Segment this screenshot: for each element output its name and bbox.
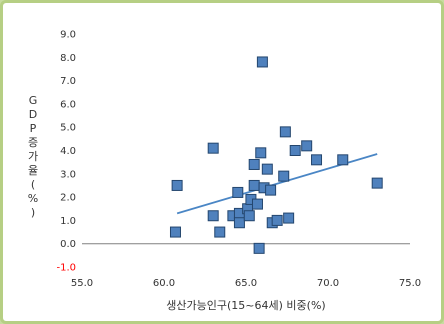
- x-axis-ticks: 55.0 60.0 65.0 70.0 75.0: [71, 278, 421, 289]
- data-point: [248, 158, 260, 170]
- data-point: [265, 184, 277, 196]
- data-point: [283, 212, 295, 224]
- data-point: [256, 56, 268, 68]
- x-axis-title: 생산가능인구(15~64세) 비중(%): [166, 299, 325, 312]
- x-tick-label: 65.0: [235, 278, 257, 289]
- data-point: [233, 217, 245, 229]
- data-point: [214, 226, 226, 238]
- data-point: [278, 170, 290, 182]
- y-tick-label: 2.0: [60, 193, 76, 204]
- data-point: [289, 145, 301, 156]
- data-point: [337, 154, 349, 166]
- data-point: [371, 177, 383, 189]
- y-axis-title-char: (: [31, 178, 35, 191]
- y-tick-label: 8.0: [60, 53, 76, 64]
- y-axis-title-char: P: [30, 122, 37, 135]
- data-point: [251, 198, 263, 210]
- data-point: [243, 210, 255, 222]
- y-tick-label: 9.0: [60, 30, 76, 41]
- y-axis-title-char: G: [29, 94, 38, 107]
- x-tick-label: 75.0: [399, 278, 421, 289]
- x-tick-label: 70.0: [317, 278, 339, 289]
- data-point: [169, 226, 181, 238]
- data-point: [311, 154, 323, 166]
- data-point: [207, 142, 219, 154]
- data-point: [232, 186, 244, 198]
- data-point: [271, 214, 283, 226]
- y-axis-ticks: -1.0 0.0 1.0 2.0 3.0 4.0 5.0 6.0 7.0 8.0 9.0: [56, 30, 76, 274]
- x-tick-label: 55.0: [71, 278, 93, 289]
- x-tick-label: 60.0: [153, 278, 175, 289]
- y-axis-title-char: 증: [28, 136, 38, 149]
- y-axis-title-char: %: [28, 192, 38, 205]
- y-tick-label: 0.0: [60, 239, 76, 250]
- y-tick-label: 3.0: [60, 169, 76, 180]
- data-point: [261, 163, 273, 175]
- y-axis-title-char: 율: [28, 164, 38, 177]
- y-tick-label: 7.0: [60, 76, 76, 87]
- y-axis-title-char: ): [31, 206, 35, 219]
- y-tick-label: 1.0: [60, 216, 76, 227]
- y-tick-label: 6.0: [60, 99, 76, 110]
- y-axis-title-char: D: [29, 108, 37, 121]
- data-point: [248, 179, 260, 191]
- data-point: [171, 179, 183, 191]
- data-point: [253, 242, 265, 254]
- y-tick-label: -1.0: [56, 263, 76, 274]
- y-axis-title-char: 가: [28, 150, 38, 163]
- y-tick-label: 4.0: [60, 146, 76, 157]
- y-tick-label: 5.0: [60, 123, 76, 134]
- data-point: [207, 210, 219, 222]
- data-point: [301, 140, 313, 152]
- data-points: [169, 56, 383, 254]
- data-point: [279, 126, 291, 138]
- data-point: [255, 147, 267, 159]
